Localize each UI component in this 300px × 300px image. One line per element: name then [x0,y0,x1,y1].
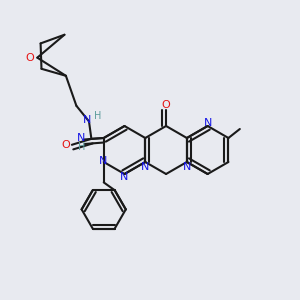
Text: N: N [120,172,129,182]
Text: N: N [183,161,191,172]
Text: O: O [61,140,70,150]
Text: H: H [77,142,85,152]
Text: O: O [162,100,170,110]
Text: N: N [82,115,91,125]
Text: N: N [99,156,107,167]
Text: N: N [77,133,86,143]
Text: O: O [26,53,34,63]
Text: N: N [203,118,212,128]
Text: N: N [141,161,149,172]
Text: H: H [94,111,102,121]
